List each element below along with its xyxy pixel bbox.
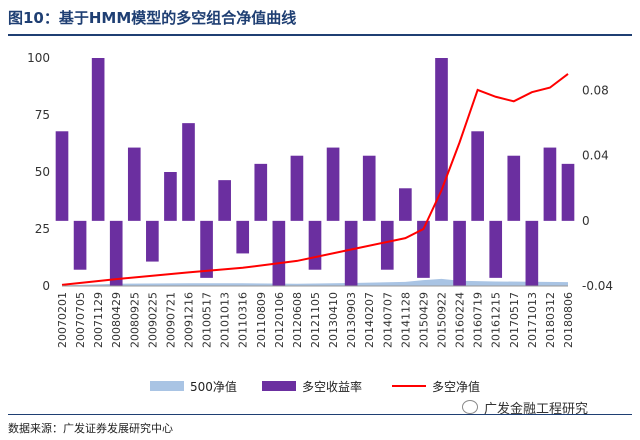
x-tick-label: 20090721 — [164, 292, 177, 348]
x-tick-label: 20140707 — [381, 292, 394, 348]
return-bar — [453, 220, 466, 286]
x-tick-label: 20180312 — [544, 292, 557, 348]
x-tick-label: 20150922 — [436, 292, 449, 348]
y-left-tick-label: 25 — [35, 222, 50, 236]
x-tick-label: 20110809 — [255, 292, 268, 348]
legend-label: 多空收益率 — [302, 379, 362, 394]
return-bar — [561, 163, 575, 221]
net-ls-line-layer — [61, 73, 569, 286]
legend-swatch — [262, 381, 296, 391]
x-tick-label: 20090225 — [146, 292, 159, 348]
y-left-tick-label: 100 — [27, 51, 50, 65]
y-right-tick-label: 0 — [582, 214, 590, 228]
return-bar — [380, 220, 394, 270]
legend-label: 多空净值 — [432, 379, 480, 394]
x-tick-label: 20171013 — [526, 292, 539, 348]
wechat-icon — [462, 400, 478, 414]
return-bar — [507, 155, 521, 221]
return-bar — [344, 220, 358, 286]
return-bar — [362, 155, 376, 221]
legend: 500净值 多空收益率 多空净值 — [150, 379, 480, 394]
x-tick-label: 20071129 — [92, 292, 105, 348]
return-bar — [399, 188, 412, 221]
title-bar: 图10：基于HMM模型的多空组合净值曲线 — [0, 0, 640, 36]
net-500-area — [62, 278, 568, 286]
x-tick-label: 20101013 — [219, 292, 232, 348]
x-tick-label: 20161215 — [490, 292, 503, 348]
return-bar — [489, 220, 503, 278]
x-tick-label: 20170517 — [508, 292, 521, 348]
y-left-tick-label: 50 — [35, 165, 50, 179]
x-tick-label: 20160224 — [454, 292, 467, 348]
x-tick-label: 20180806 — [562, 292, 575, 348]
return-bar — [91, 58, 105, 221]
y-right-tick-label: -0.04 — [582, 279, 613, 293]
x-tick-label: 20160719 — [472, 292, 485, 348]
return-bar — [543, 147, 557, 221]
return-bar — [417, 220, 430, 278]
return-bar — [236, 220, 250, 254]
y-left-tick-label: 0 — [42, 279, 50, 293]
x-tick-label: 20120608 — [291, 292, 304, 348]
return-bar — [127, 147, 141, 221]
x-tick-label: 20120106 — [273, 292, 286, 348]
watermark: 广发金融工程研究 — [462, 398, 588, 417]
source-note: 数据来源：广发证券发展研究中心 — [8, 422, 173, 435]
x-tick-label: 20130410 — [327, 292, 340, 348]
x-tick-label: 20140207 — [363, 292, 376, 348]
return-bar — [525, 220, 539, 286]
x-tick-label: 20091216 — [183, 292, 196, 348]
return-bar — [218, 180, 231, 221]
x-tick-label: 20130903 — [345, 292, 358, 348]
watermark-text: 广发金融工程研究 — [484, 402, 589, 417]
x-tick-label: 20150429 — [417, 292, 430, 348]
return-bar — [254, 163, 268, 221]
x-tick-label: 20080429 — [110, 292, 123, 348]
x-tick-label: 20110316 — [237, 292, 250, 348]
return-bar — [182, 123, 195, 221]
x-tick-label: 20121105 — [309, 292, 322, 348]
return-bar — [73, 220, 87, 270]
y-left-tick-label: 75 — [35, 108, 50, 122]
return-bar — [109, 220, 123, 286]
return-bar-layer — [55, 58, 575, 286]
x-tick-label: 20141128 — [399, 292, 412, 348]
chart-title: 图10：基于HMM模型的多空组合净值曲线 — [8, 9, 297, 27]
return-bar — [200, 220, 213, 278]
return-bar — [290, 155, 304, 221]
title-underline — [8, 34, 632, 36]
x-tick-label: 20070705 — [74, 292, 87, 348]
return-bar — [435, 58, 448, 221]
return-bar — [55, 131, 69, 221]
return-bar — [326, 147, 340, 221]
x-tick-label: 20070201 — [56, 292, 69, 348]
legend-swatch — [150, 381, 184, 391]
return-bar — [164, 172, 177, 221]
legend-label: 500净值 — [190, 379, 237, 394]
x-tick-label: 20080925 — [128, 292, 141, 348]
y-right-tick-label: 0.04 — [582, 149, 609, 163]
axes-layer: 0 25 50 75 100 -0.04 0 0.04 0.08 20070201 20070705… — [27, 51, 613, 348]
net-ls-line — [61, 73, 569, 286]
return-bar — [146, 220, 159, 262]
return-bar — [272, 220, 286, 286]
x-tick-label: 20100517 — [201, 292, 214, 348]
return-bar — [471, 131, 484, 221]
return-bar — [308, 220, 322, 270]
y-right-tick-label: 0.08 — [582, 84, 609, 98]
net-500-area-layer — [62, 278, 568, 286]
footer-divider — [8, 414, 632, 415]
